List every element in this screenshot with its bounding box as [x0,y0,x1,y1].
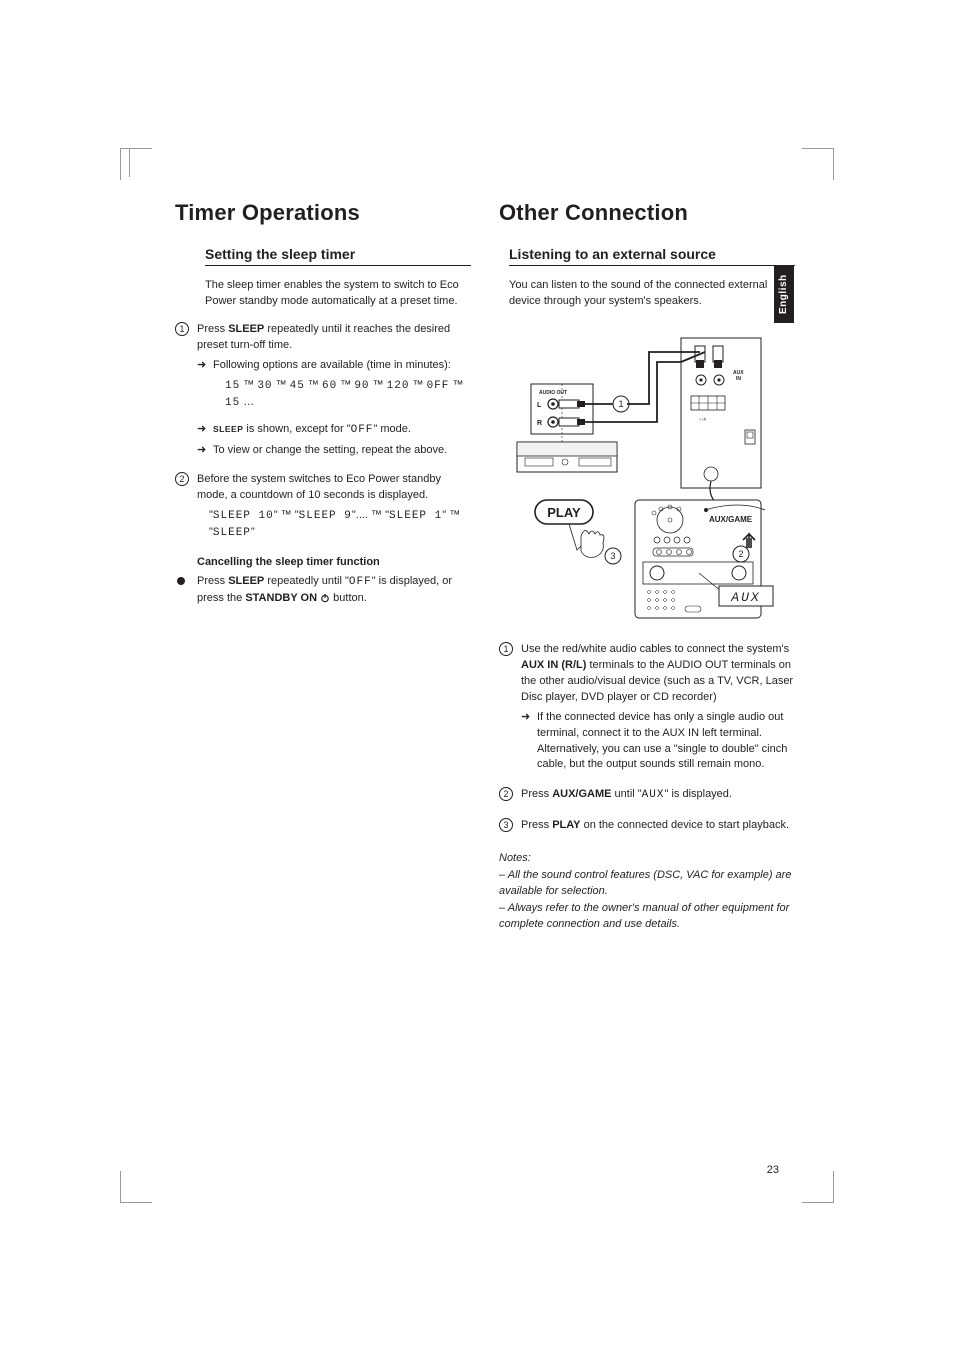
notes-block: Notes: – All the sound control features … [499,850,795,933]
system-rear-panel: R L AUX IN [681,338,761,526]
crop-mark-br [802,1171,834,1203]
left-title: Timer Operations [175,200,471,226]
left-intro: The sleep timer enables the system to sw… [205,278,471,310]
step-marker-1: 1 [175,322,189,336]
svg-text:IN: IN [736,376,741,382]
step1-arrow2: SLEEP is shown, except for "OFF" mode. [197,422,471,439]
left-step-1: 1 Press SLEEP repeatedly until it reache… [175,322,471,459]
svg-text:R: R [537,420,542,427]
marker-1: 1 [499,642,513,656]
svg-text:3: 3 [610,551,615,561]
notes-heading: Notes: [499,850,795,867]
svg-text:AUX: AUX [730,590,760,605]
source-device: AUDIO OUT L R [517,384,627,472]
right-step1-arrow: If the connected device has only a singl… [521,710,795,774]
step2-text: Before the system switches to Eco Power … [197,473,441,501]
right-subsection: Listening to an external source [509,246,795,266]
connection-diagram: AUDIO OUT L R [509,324,789,624]
note-1: – All the sound control features (DSC, V… [499,867,795,900]
crop-mark-tr [802,148,834,180]
crop-mark-bl [120,1171,152,1203]
right-column: Other Connection Listening to an externa… [499,200,795,933]
svg-text:1: 1 [618,399,623,409]
step1-text-a: Press [197,323,228,335]
svg-text:L: L [537,402,542,409]
svg-text:2: 2 [738,549,743,559]
crop-mark-tl [120,148,152,180]
note-2: – Always refer to the owner's manual of … [499,900,795,933]
cancel-heading: Cancelling the sleep timer function [197,556,471,568]
sleep-key: SLEEP [228,323,264,335]
countdown-sequence: "SLEEP 10" ™ "SLEEP 9".... ™ "SLEEP 1" ™… [197,508,471,542]
svg-text:ᛋᛋᚸ: ᛋᛋᚸ [699,417,707,422]
svg-text:PLAY: PLAY [547,505,581,520]
step1-arrow3: To view or change the setting, repeat th… [197,443,471,459]
svg-text:AUX/GAME: AUX/GAME [709,515,753,524]
left-step-2: 2 Before the system switches to Eco Powe… [175,472,471,542]
marker-2-text: 2 [499,787,513,801]
svg-text:AUDIO OUT: AUDIO OUT [539,390,567,396]
right-step-2: 2 Press AUX/GAME until "AUX" is displaye… [499,787,795,804]
right-step-3: 3 Press PLAY on the connected device to … [499,818,795,834]
sleep-sequence: 15 ™ 30 ™ 45 ™ 60 ™ 90 ™ 120 ™ 0FF ™ 15 … [197,378,471,412]
right-intro: You can listen to the sound of the conne… [509,278,795,310]
right-title: Other Connection [499,200,795,226]
left-column: Timer Operations Setting the sleep timer… [175,200,471,933]
right-step-1: 1 Use the red/white audio cables to conn… [499,642,795,774]
play-callout: PLAY [535,500,604,557]
step-marker-2: 2 [175,472,189,486]
step1-arrow1: Following options are available (time in… [197,358,471,374]
marker-3-text: 3 [499,818,513,832]
left-subsection: Setting the sleep timer [205,246,471,266]
cancel-bullet: Press SLEEP repeatedly until "OFF" is di… [175,574,471,609]
page-number: 23 [767,1164,779,1176]
standby-icon [320,593,330,603]
